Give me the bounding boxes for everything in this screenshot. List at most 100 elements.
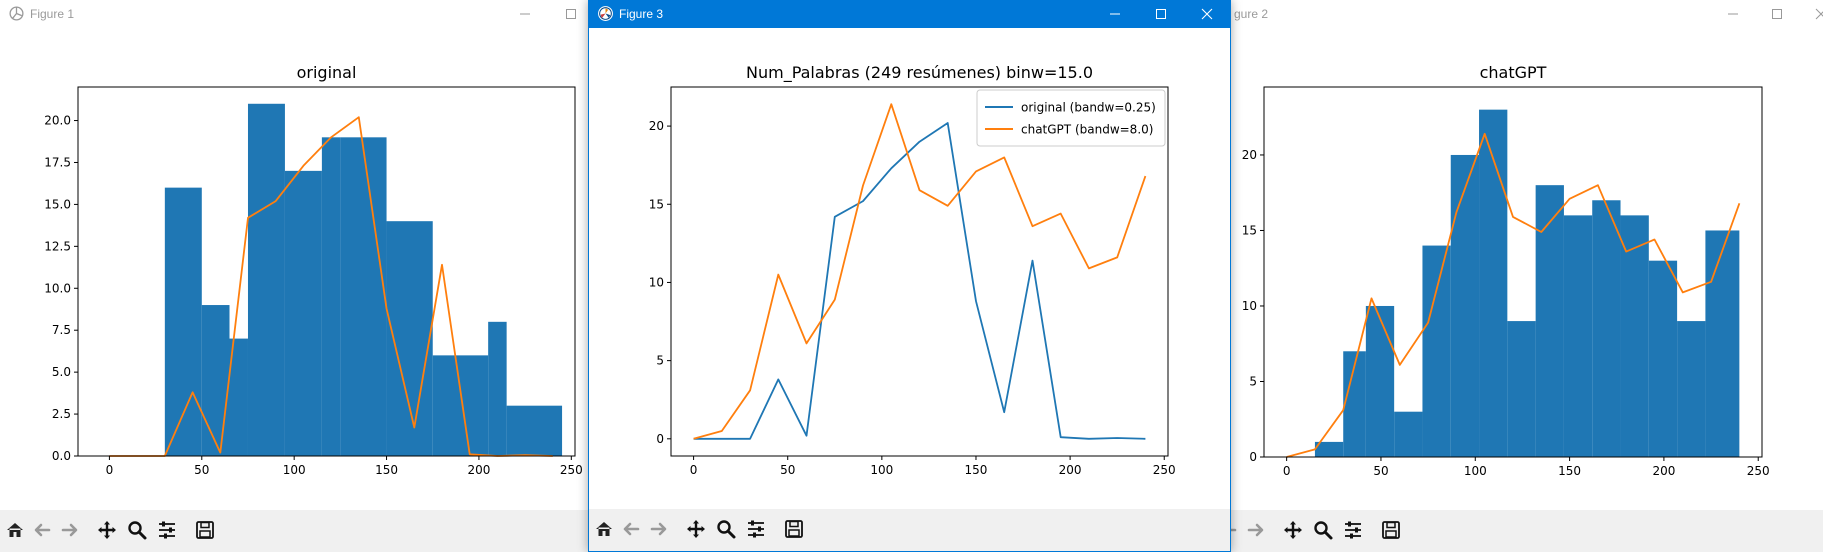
y-tick-label: 0 [1249,450,1257,464]
histogram-bar [1422,245,1451,457]
maximize-button[interactable] [548,0,590,28]
save-button[interactable] [782,517,806,541]
minimize-button[interactable] [1092,0,1138,28]
zoom-button[interactable] [125,518,149,542]
histogram-bar [432,355,489,456]
figure-2-titlebar[interactable]: gure 2 [1222,0,1823,28]
back-arrow-button[interactable] [619,517,643,541]
chart-figure-3: 0 50 100 150 200 250 0 5 10 15 20 Num_Palabras (249… [589,50,1230,477]
chart-svg: 0 50 100 150 200 250 0.0 2.5 5.0 7.5 10.0 12.5 15.0 1… [44,63,582,477]
histogram-bar [1563,215,1593,457]
pan-button[interactable] [1281,518,1305,542]
histogram-bar [506,405,563,456]
x-tick-label: 150 [1558,464,1581,478]
forward-arrow-button[interactable] [58,518,82,542]
y-tick-label: 5 [656,354,664,368]
histogram-bar [488,321,507,456]
x-tick-label: 50 [194,463,209,477]
back-arrow-button[interactable] [30,518,54,542]
x-tick-label: 150 [965,463,988,477]
y-tick-label: 0.0 [52,449,71,463]
y-tick-label: 5.0 [52,365,71,379]
figure-1-titlebar[interactable]: Figure 1 [0,0,590,28]
zoom-button[interactable] [1311,518,1335,542]
chart-figure-2: 0 50 100 150 200 250 0 5 10 15 20 chatGPT [1222,50,1823,478]
zoom-icon [1314,521,1333,540]
minimize-button[interactable] [502,0,548,28]
histogram-bar [1450,154,1480,458]
histogram-bar [164,187,202,457]
x-tick-label: 0 [1283,464,1291,478]
histogram-bar [1620,215,1649,457]
save-button[interactable] [193,518,217,542]
histogram-bar [247,103,285,456]
configure-button[interactable] [744,517,768,541]
axes-frame [670,86,1169,457]
maximize-button[interactable] [1138,0,1184,28]
x-tick-label: 200 [1652,464,1675,478]
matplotlib-logo-icon [598,6,613,21]
forward-arrow-button[interactable] [1244,518,1268,542]
chart-figure-1: 0 50 100 150 200 250 0.0 2.5 5.0 7.5 10.0 12.5 15.0 1… [0,50,590,477]
window-title: Figure 1 [30,7,75,21]
legend-label: original (bandw=0.25) [1021,101,1156,115]
forward-arrow-icon [1247,523,1264,537]
histogram-bar [1507,321,1536,457]
close-button[interactable] [1184,0,1230,28]
chart-svg: 0 50 100 150 200 250 0 5 10 15 20 chatGPT [1242,63,1770,478]
forward-arrow-button[interactable] [647,517,671,541]
figure-3-toolbar [589,509,1230,551]
histogram-bar [229,338,248,456]
configure-button[interactable] [1341,518,1365,542]
pan-button[interactable] [95,518,119,542]
figure-2-toolbar [1222,510,1823,552]
y-tick-label: 10 [1242,299,1257,313]
configure-button[interactable] [155,518,179,542]
y-tick-label: 12.5 [44,239,71,253]
save-icon [1382,521,1400,539]
axes-frame [77,86,576,457]
series-line [1286,132,1741,458]
x-tick-label: 100 [870,463,893,477]
x-tick-label: 0 [106,463,114,477]
y-tick-label: 2.5 [52,407,71,421]
zoom-button[interactable] [714,517,738,541]
figure-1-toolbar [0,510,590,552]
legend-box [976,89,1166,147]
histogram-bar [321,137,341,456]
x-tick-label: 250 [560,463,583,477]
maximize-button[interactable] [1754,0,1800,28]
home-icon [596,522,612,536]
minimize-button[interactable] [1710,0,1756,28]
home-button[interactable] [3,518,27,542]
home-icon [7,523,23,537]
chart-title: Num_Palabras (249 resúmenes) binw=15.0 [746,63,1093,83]
axes-frame [1263,86,1763,458]
configure-icon [748,520,764,538]
histogram-bar [201,305,230,456]
x-tick-label: 150 [375,463,398,477]
back-arrow-icon [623,522,640,536]
histogram-bar [1677,321,1706,457]
series-line [109,116,553,457]
close-button[interactable] [1798,0,1823,28]
figure-2-window: gure 2 0 50 100 150 200 250 0 5 10 15 20 chatGPT [1222,0,1823,552]
window-title: Figure 3 [619,7,664,21]
figure-3-titlebar[interactable]: Figure 3 [589,0,1230,28]
zoom-icon [128,521,147,540]
save-button[interactable] [1379,518,1403,542]
close-icon [1815,8,1823,20]
pan-icon [1284,521,1302,539]
histogram-bar [1343,351,1366,457]
home-button[interactable] [592,517,616,541]
minimize-icon [1728,13,1738,15]
series-line [693,122,1146,440]
forward-arrow-icon [61,523,78,537]
pan-button[interactable] [684,517,708,541]
histogram-bar [1314,441,1344,457]
y-tick-label: 15 [1242,223,1257,237]
y-tick-label: 7.5 [52,323,71,337]
histogram-bar [1394,411,1423,457]
x-tick-label: 50 [780,463,795,477]
pan-icon [687,520,705,538]
